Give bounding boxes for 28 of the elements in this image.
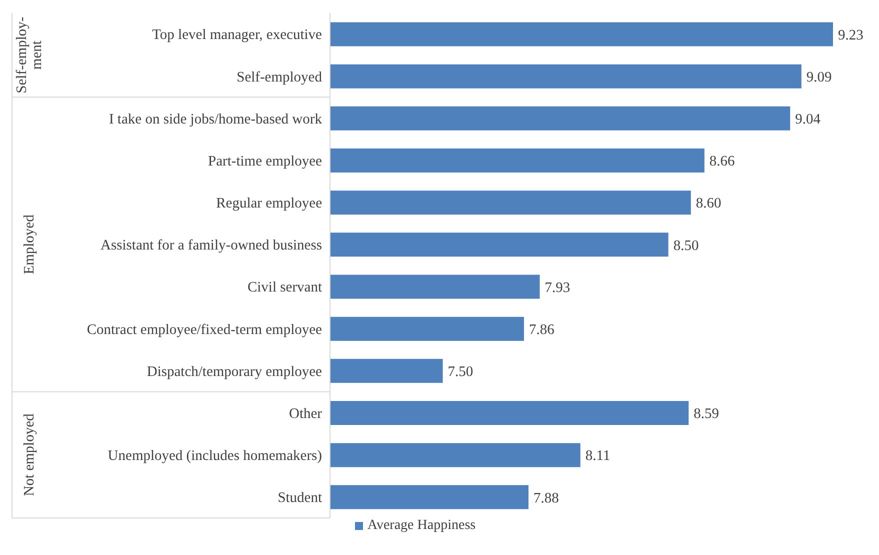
y-tick-label: Assistant for a family-owned business: [100, 238, 322, 254]
data-label: 8.50: [673, 238, 699, 254]
data-label: 8.60: [696, 196, 722, 212]
text: Employed: [21, 214, 38, 274]
y-tick-label: Contract employee/fixed-term employee: [86, 322, 322, 338]
legend-label: Average Happiness: [367, 518, 476, 533]
text: Not employed: [21, 412, 38, 496]
data-label: 7.50: [448, 364, 474, 380]
y-tick-label: Self-employed: [236, 69, 323, 86]
y-tick-label: Other: [288, 406, 322, 422]
text: Self-employ-ment: [14, 16, 45, 94]
data-label: 7.88: [533, 490, 559, 506]
data-label: 7.93: [544, 280, 570, 296]
data-label: 9.09: [806, 69, 832, 86]
y-tick-label: Part-time employee: [208, 153, 322, 170]
data-label: 7.86: [528, 322, 554, 338]
y-tick-label: Top level manager, executive: [152, 27, 322, 44]
data-label: 8.59: [694, 406, 720, 422]
y-tick-label: Civil servant: [247, 280, 322, 296]
data-label: 8.11: [585, 448, 610, 464]
data-label: 9.23: [838, 27, 864, 44]
y-tick-label: Student: [278, 490, 322, 506]
y-tick-label: Dispatch/temporary employee: [146, 364, 322, 380]
data-label: 9.04: [795, 112, 822, 128]
y-tick-label: Unemployed (includes homemakers): [108, 448, 322, 464]
y-tick-label: I take on side jobs/home-based work: [108, 111, 323, 128]
data-label: 8.66: [709, 154, 735, 170]
y-tick-label: Regular employee: [216, 196, 322, 212]
